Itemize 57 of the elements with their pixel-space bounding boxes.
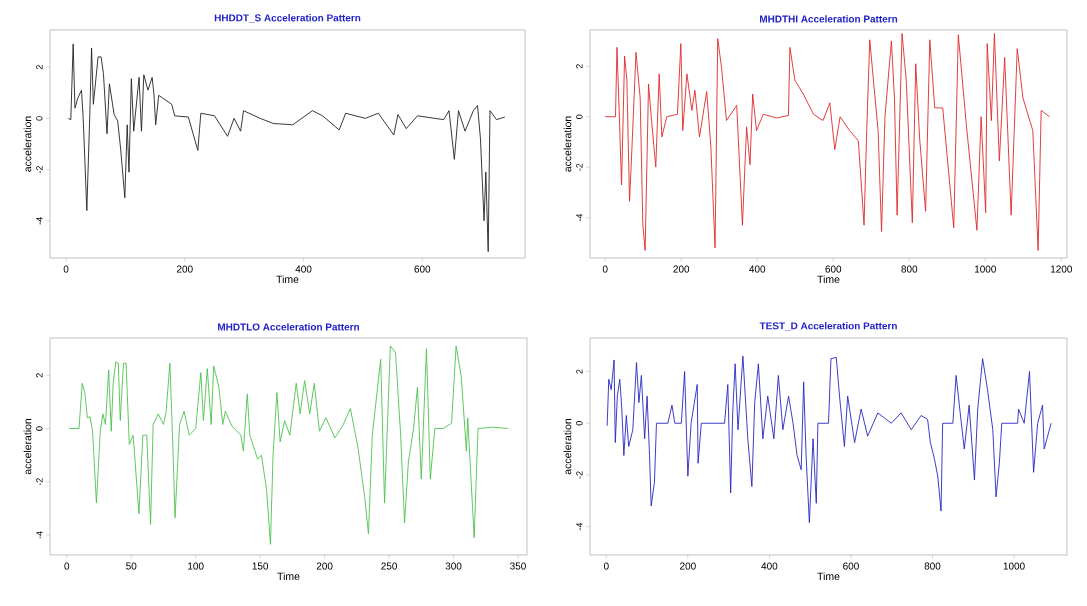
y-tick-label: 0 [576,421,583,426]
y-tick-label: 0 [36,426,43,431]
x-tick-label: 200 [673,265,690,273]
x-tick-label: 600 [414,265,431,273]
x-tick-label: 600 [825,265,842,273]
chart-title: HHDDT_S Acceleration Pattern [214,14,361,23]
y-tick-label: -2 [36,166,43,174]
x-tick-label: 800 [901,265,918,273]
x-tick-label: 400 [295,265,312,273]
x-axis-title: Time [276,275,299,284]
x-tick-label: 100 [188,562,204,570]
line-series [67,43,506,253]
x-tick-label: 200 [176,265,193,273]
x-tick-label: 350 [510,562,526,570]
chart-title: MHDTHI Acceleration Pattern [759,15,898,23]
y-tick-label: -4 [576,213,583,222]
x-tick-label: 1000 [1003,562,1025,570]
y-tick-label: 2 [576,64,583,69]
x-tick-label: 1200 [1051,265,1072,273]
y-axis-title: acceleration [563,418,572,475]
x-axis-title: Time [817,572,840,581]
y-tick-label: -4 [576,522,583,531]
y-axis-title: acceleration [563,116,572,172]
x-tick-label: 200 [316,562,333,570]
x-tick-label: 0 [64,562,70,570]
x-tick-label: 250 [381,562,397,570]
y-axis-title: acceleration [23,418,32,475]
x-tick-label: 400 [761,562,778,570]
x-tick-label: 600 [843,562,859,570]
x-tick-label: 200 [680,562,696,570]
line-series [68,345,509,545]
y-tick-label: 2 [36,65,43,70]
x-tick-label: 300 [445,562,462,570]
line-series [606,355,1052,524]
x-axis-title: Time [277,572,300,581]
x-tick-label: 0 [603,562,609,570]
chart-title: MHDTLO Acceleration Pattern [218,323,360,331]
chart-title: TEST_D Acceleration Pattern [759,322,897,331]
y-tick-label: -4 [36,217,43,225]
y-tick-label: 2 [576,369,583,374]
y-axis-title: acceleration [23,116,32,172]
x-tick-label: 400 [749,265,766,273]
x-tick-label: 150 [252,562,269,570]
y-tick-label: 0 [36,116,43,121]
y-tick-label: 2 [36,373,43,378]
x-tick-label: 50 [126,562,137,570]
x-axis-title: Time [817,275,840,284]
y-tick-label: -2 [36,478,43,486]
x-tick-label: 800 [924,562,941,570]
y-tick-label: 0 [576,114,583,119]
y-tick-label: -4 [36,531,43,539]
x-tick-label: 0 [602,265,608,273]
x-tick-label: 1000 [974,265,996,273]
line-series [604,33,1050,251]
y-tick-label: -2 [576,471,583,479]
x-tick-label: 0 [63,265,69,273]
y-tick-label: -2 [576,163,583,171]
